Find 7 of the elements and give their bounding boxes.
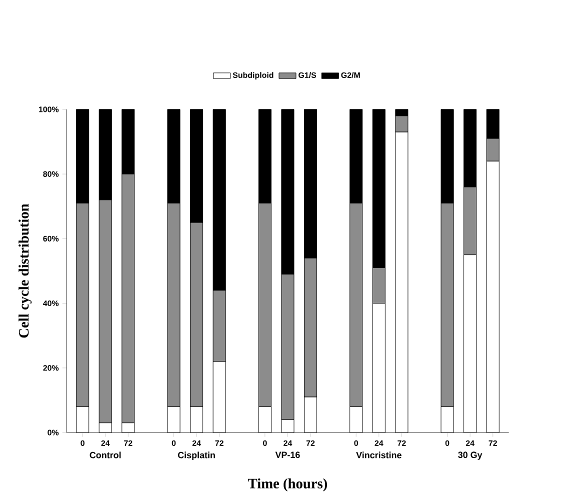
x-axis-title: Time (hours): [248, 478, 327, 492]
text: VP-16: [275, 452, 300, 458]
text: Cisplatin: [178, 452, 215, 460]
text: Control: [90, 452, 121, 458]
text: Vincristine: [356, 452, 402, 458]
text: 30 Gy: [458, 452, 482, 460]
y-axis-title: Cell cycle distribution: [18, 204, 32, 338]
